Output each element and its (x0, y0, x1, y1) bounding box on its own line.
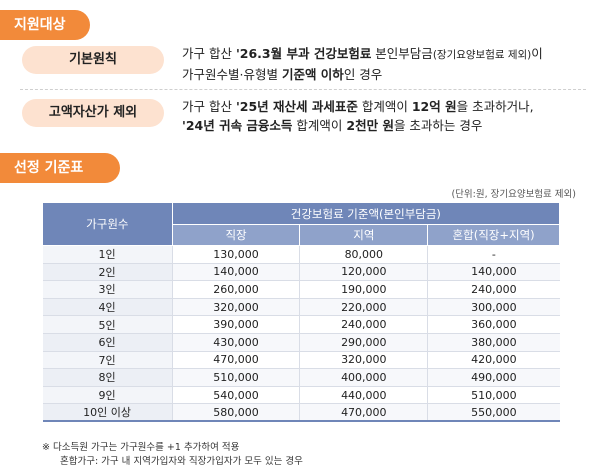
header-col-workplace: 직장 (171, 224, 301, 246)
criteria-row-basic: 기본원칙 가구 합산 '26.3월 부과 건강보험료 본인부담금(장기요양보험료… (22, 44, 590, 84)
table-cell: 540,000 (171, 386, 300, 405)
table-cell: 430,000 (171, 333, 300, 352)
criteria-table: 가구원수 건강보험료 기준액(본인부담금) 직장 지역 혼합(직장+지역) 1인… (42, 202, 561, 423)
text-segment-bold: '25년 재산세 과세표준 (235, 99, 358, 114)
text-segment: 인 경우 (343, 67, 383, 82)
table-cell: 5인 (42, 315, 173, 334)
table-cell: 510,000 (171, 368, 300, 387)
table-cell: 80,000 (299, 245, 428, 264)
table-cell: 1인 (42, 245, 173, 264)
table-cell: 390,000 (171, 315, 300, 334)
text-segment: 가구원수별·유형별 (182, 67, 282, 82)
table-row: 4인 320,000 220,000 300,000 (42, 298, 560, 317)
criteria-label-basic: 기본원칙 (22, 46, 164, 74)
header-col-mixed: 혼합(직장+지역) (427, 224, 560, 246)
header-col-regional: 지역 (299, 224, 429, 246)
section-title-selection-table: 선정 기준표 (0, 153, 120, 183)
table-cell: 140,000 (427, 263, 560, 282)
table-cell: 120,000 (299, 263, 428, 282)
table-row: 5인 390,000 240,000 360,000 (42, 315, 560, 334)
table-cell: 320,000 (299, 351, 428, 370)
text-segment: 을 초과하는 경우 (393, 118, 483, 133)
row-divider (20, 89, 586, 90)
criteria-label-exclusion: 고액자산가 제외 (22, 99, 164, 127)
table-cell: 260,000 (171, 280, 300, 299)
table-cell: 360,000 (427, 315, 560, 334)
text-segment-bold: 12억 원 (411, 99, 457, 114)
criteria-row-exclusion: 고액자산가 제외 가구 합산 '25년 재산세 과세표준 합계액이 12억 원을… (22, 97, 590, 135)
table-row: 2인 140,000 120,000 140,000 (42, 263, 560, 282)
table-cell: 440,000 (299, 386, 428, 405)
text-segment: 가구 합산 (182, 99, 236, 114)
text-segment: 본인부담금 (371, 46, 433, 61)
text-segment-bold: 2천만 원 (346, 118, 394, 133)
table-cell: 140,000 (171, 263, 300, 282)
table-cell: 490,000 (427, 368, 560, 387)
text-segment: 합계액이 (357, 99, 412, 114)
text-segment: 을 초과하거나, (456, 99, 534, 114)
table-cell: 290,000 (299, 333, 428, 352)
table-cell: 9인 (42, 386, 173, 405)
table-cell: 510,000 (427, 386, 560, 405)
table-cell: 130,000 (171, 245, 300, 264)
header-household-size: 가구원수 (42, 202, 173, 246)
text-segment: 이 (531, 46, 543, 61)
footnote-mixed-household: 혼합가구: 가구 내 지역가입자와 직장가입자가 모두 있는 경우 (60, 456, 303, 467)
table-cell: 240,000 (427, 280, 560, 299)
table-cell: 300,000 (427, 298, 560, 317)
table-cell: 420,000 (427, 351, 560, 370)
table-cell: 240,000 (299, 315, 428, 334)
table-cell: 4인 (42, 298, 173, 317)
table-cell: 550,000 (427, 403, 560, 423)
table-footnote: ※ 다소득원 가구는 가구원수를 +1 추가하여 적용 혼합가구: 가구 내 지… (42, 441, 303, 469)
table-cell: 320,000 (171, 298, 300, 317)
table-cell: 580,000 (171, 403, 300, 423)
table-cell: 470,000 (299, 403, 428, 423)
table-row: 10인 이상 580,000 470,000 550,000 (42, 403, 560, 423)
table-cell: 6인 (42, 333, 173, 352)
text-segment-bold: '26.3월 부과 건강보험료 (235, 46, 372, 61)
unit-note: (단위:원, 장기요양보험료 제외) (451, 189, 576, 200)
text-segment-bold: '24년 귀속 금융소득 (182, 118, 293, 133)
text-segment: 가구 합산 (182, 46, 236, 61)
criteria-text-basic: 가구 합산 '26.3월 부과 건강보험료 본인부담금(장기요양보험료 제외)이… (182, 44, 543, 84)
table-cell: 400,000 (299, 368, 428, 387)
table-cell: 8인 (42, 368, 173, 387)
table-row: 6인 430,000 290,000 380,000 (42, 333, 560, 352)
section-title-support-target: 지원대상 (0, 10, 90, 40)
table-row: 9인 540,000 440,000 510,000 (42, 386, 560, 405)
text-segment: 합계액이 (292, 118, 347, 133)
footnote-multi-income: ※ 다소득원 가구는 가구원수를 +1 추가하여 적용 (42, 442, 240, 453)
table-row: 7인 470,000 320,000 420,000 (42, 351, 560, 370)
table-cell: 470,000 (171, 351, 300, 370)
text-segment-small: (장기요양보험료 제외) (432, 49, 532, 61)
table-row: 3인 260,000 190,000 240,000 (42, 280, 560, 299)
table-cell: 10인 이상 (42, 403, 173, 423)
header-premium-group: 건강보험료 기준액(본인부담금) (171, 202, 561, 225)
text-segment-bold: 기준액 이하 (281, 67, 344, 82)
table-cell: 380,000 (427, 333, 560, 352)
criteria-text-exclusion: 가구 합산 '25년 재산세 과세표준 합계액이 12억 원을 초과하거나, '… (182, 97, 534, 135)
table-cell: - (427, 245, 560, 264)
table-cell: 7인 (42, 351, 173, 370)
table-row: 1인 130,000 80,000 - (42, 245, 560, 264)
table-cell: 190,000 (299, 280, 428, 299)
table-row: 8인 510,000 400,000 490,000 (42, 368, 560, 387)
table-cell: 2인 (42, 263, 173, 282)
table-cell: 220,000 (299, 298, 428, 317)
table-cell: 3인 (42, 280, 173, 299)
